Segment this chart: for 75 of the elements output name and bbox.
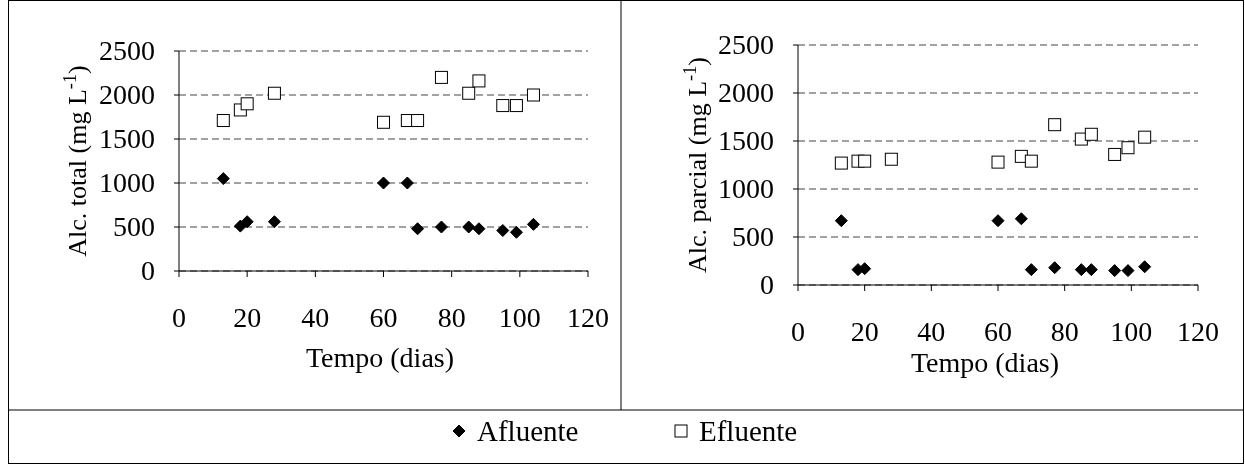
point — [240, 97, 254, 111]
y-tick-label: 2000 — [99, 79, 155, 110]
point — [496, 224, 510, 238]
y-tick-label: 500 — [732, 221, 774, 252]
x-tick-label: 120 — [567, 302, 609, 333]
point — [884, 152, 898, 166]
point — [411, 114, 425, 128]
x-tick-label: 40 — [917, 316, 946, 347]
point — [1024, 263, 1038, 277]
point — [496, 99, 510, 113]
x-tick-label: 80 — [437, 302, 466, 333]
point — [1121, 264, 1135, 278]
x-axis-title: Tempo (dias) — [305, 342, 455, 373]
point — [462, 220, 476, 234]
point — [526, 88, 540, 102]
point — [216, 172, 230, 186]
x-tick-label: 100 — [498, 302, 541, 333]
point — [434, 220, 448, 234]
point — [472, 74, 486, 88]
point — [509, 225, 523, 239]
point — [1084, 127, 1098, 141]
point — [526, 217, 540, 231]
point — [462, 86, 476, 100]
point — [377, 176, 390, 190]
y-tick-label: 1000 — [99, 167, 155, 198]
point — [509, 99, 523, 113]
point — [1121, 141, 1135, 155]
x-axis-title: Tempo (dias) — [910, 347, 1060, 378]
x-tick-label: 20 — [850, 316, 879, 347]
point — [1024, 154, 1038, 168]
x-tick-label: 40 — [301, 302, 330, 333]
y-tick-label: 2500 — [718, 29, 774, 60]
y-tick-label: 2500 — [99, 35, 155, 66]
y-tick-label: 1500 — [99, 123, 155, 154]
point — [400, 176, 414, 190]
point — [834, 214, 848, 228]
y-tick-label: 500 — [113, 211, 155, 242]
point — [1074, 263, 1088, 277]
point — [1108, 264, 1122, 278]
x-tick-label: 60 — [369, 302, 398, 333]
point — [1014, 212, 1028, 226]
point — [434, 70, 448, 84]
y-tick-label: 1500 — [718, 125, 774, 156]
point — [472, 222, 486, 236]
point — [834, 156, 848, 170]
x-tick-label: 0 — [791, 316, 805, 347]
point — [858, 262, 872, 276]
point — [377, 115, 390, 129]
legend-label: Afluente — [477, 415, 579, 447]
point — [1138, 130, 1152, 144]
point — [1084, 263, 1098, 277]
x-tick-label: 0 — [172, 302, 186, 333]
x-tick-label: 60 — [984, 316, 1012, 347]
point — [240, 215, 254, 229]
point — [991, 155, 1005, 169]
point — [267, 215, 281, 229]
point — [411, 222, 425, 236]
y-tick-label: 1000 — [718, 173, 774, 204]
legend-label: Efluente — [699, 415, 798, 447]
y-tick-label: 0 — [141, 255, 155, 286]
point — [1108, 147, 1122, 161]
y-tick-label: 0 — [760, 269, 774, 300]
x-tick-label: 20 — [233, 302, 262, 333]
point — [1048, 118, 1062, 132]
x-tick-label: 80 — [1050, 316, 1079, 347]
point — [991, 214, 1005, 228]
point — [216, 114, 230, 128]
x-tick-label: 100 — [1110, 316, 1153, 347]
point — [1048, 261, 1062, 275]
point — [1138, 260, 1152, 274]
x-tick-label: 120 — [1177, 316, 1219, 347]
point — [267, 86, 281, 100]
y-tick-label: 2000 — [718, 77, 774, 108]
point — [858, 154, 872, 168]
point — [233, 219, 247, 233]
